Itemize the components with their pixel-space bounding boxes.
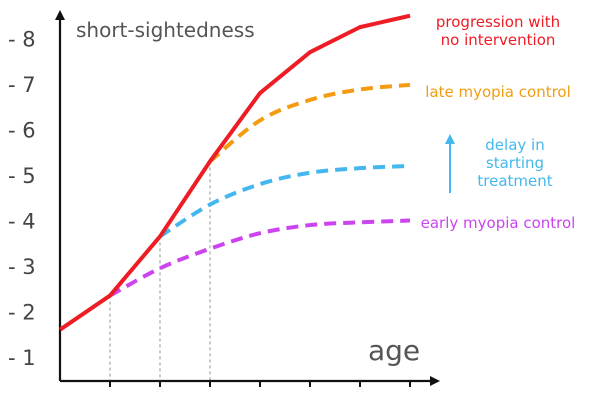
series-label: late myopia control bbox=[425, 83, 571, 101]
series-line-delayed-treatment bbox=[158, 163, 411, 239]
series-lines bbox=[58, 13, 411, 332]
series-label: no intervention bbox=[441, 31, 556, 49]
y-tick-label: - 7 bbox=[8, 73, 36, 97]
series-line-late-myopia-control bbox=[208, 82, 411, 163]
y-tick-labels: - 1 - 2 - 3 - 4 - 5 - 6 - 7 - 8 bbox=[8, 28, 36, 371]
series-line-early-myopia-control bbox=[109, 218, 411, 298]
drop-lines bbox=[109, 161, 211, 381]
annotation-text: treatment bbox=[477, 172, 552, 190]
y-tick-label: - 2 bbox=[8, 301, 36, 325]
axes: - 1 - 2 - 3 - 4 - 5 - 6 - 7 - 8 bbox=[8, 10, 440, 387]
series-label: early myopia control bbox=[421, 214, 576, 232]
x-ticks bbox=[109, 381, 411, 387]
series-label: progression with bbox=[436, 13, 560, 31]
series-line-no-intervention bbox=[58, 13, 411, 332]
annotation-text: starting bbox=[486, 154, 544, 172]
y-tick-label: - 6 bbox=[8, 119, 36, 143]
y-tick-label: - 8 bbox=[8, 28, 36, 52]
x-axis-title: age bbox=[368, 334, 420, 367]
y-axis-title: short-sightedness bbox=[76, 18, 255, 42]
y-tick-label: - 4 bbox=[8, 210, 36, 234]
y-tick-label: - 1 bbox=[8, 346, 36, 370]
y-tick-label: - 3 bbox=[8, 255, 36, 279]
annotation-text: delay in bbox=[485, 136, 544, 154]
y-tick-label: - 5 bbox=[8, 164, 36, 188]
